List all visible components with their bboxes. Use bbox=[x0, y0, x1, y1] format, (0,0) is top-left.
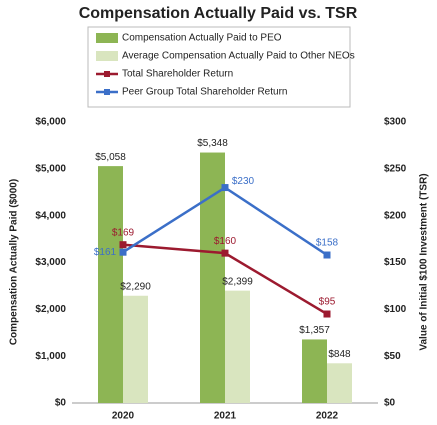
value-label: $848 bbox=[328, 349, 351, 360]
value-label: $5,058 bbox=[95, 152, 126, 163]
y-tick-label: $3,000 bbox=[35, 257, 66, 268]
y-axis-title: Compensation Actually Paid ($000) bbox=[9, 179, 20, 345]
y2-tick-label: $0 bbox=[384, 398, 396, 409]
marker bbox=[323, 251, 331, 259]
y2-tick-label: $200 bbox=[384, 210, 407, 221]
y-tick-label: $0 bbox=[55, 398, 67, 409]
bar bbox=[225, 290, 250, 403]
legend-label: Peer Group Total Shareholder Return bbox=[122, 87, 287, 98]
legend-swatch bbox=[104, 89, 110, 95]
value-label: $2,290 bbox=[120, 281, 151, 292]
value-label: $169 bbox=[112, 227, 135, 238]
x-tick-label: 2022 bbox=[316, 411, 339, 422]
value-label: $161 bbox=[94, 247, 117, 258]
legend-label: Average Compensation Actually Paid to Ot… bbox=[122, 51, 355, 62]
value-label: $5,348 bbox=[197, 138, 228, 149]
bar bbox=[302, 339, 327, 403]
marker bbox=[119, 241, 127, 249]
y2-tick-label: $50 bbox=[384, 351, 401, 362]
y2-tick-label: $100 bbox=[384, 304, 407, 315]
legend-label: Total Shareholder Return bbox=[122, 69, 233, 80]
marker bbox=[221, 249, 229, 257]
y2-tick-label: $300 bbox=[384, 117, 407, 128]
y2-tick-label: $150 bbox=[384, 257, 407, 268]
bar bbox=[327, 363, 352, 403]
legend-swatch bbox=[96, 33, 118, 43]
y-tick-label: $2,000 bbox=[35, 304, 66, 315]
x-tick-label: 2021 bbox=[214, 411, 237, 422]
bar bbox=[123, 295, 148, 403]
x-tick-label: 2020 bbox=[112, 411, 135, 422]
y-tick-label: $5,000 bbox=[35, 163, 66, 174]
marker bbox=[119, 248, 127, 256]
y2-axis-title: Value of Initial $100 Investment (TSR) bbox=[419, 173, 430, 350]
chart-title: Compensation Actually Paid vs. TSR bbox=[79, 5, 358, 22]
value-label: $2,399 bbox=[222, 276, 253, 287]
value-label: $1,357 bbox=[299, 325, 330, 336]
legend-box bbox=[87, 26, 351, 108]
y2-tick-label: $250 bbox=[384, 163, 407, 174]
legend-swatch bbox=[104, 71, 110, 77]
bar bbox=[98, 166, 123, 403]
marker bbox=[221, 184, 229, 192]
y-tick-label: $1,000 bbox=[35, 351, 66, 362]
legend-label: Compensation Actually Paid to PEO bbox=[122, 33, 282, 44]
legend-swatch bbox=[96, 51, 118, 61]
y-tick-label: $4,000 bbox=[35, 210, 66, 221]
value-label: $160 bbox=[214, 236, 237, 247]
value-label: $95 bbox=[319, 297, 336, 308]
y-tick-label: $6,000 bbox=[35, 117, 66, 128]
value-label: $230 bbox=[232, 176, 255, 187]
marker bbox=[323, 310, 331, 318]
value-label: $158 bbox=[316, 238, 339, 249]
